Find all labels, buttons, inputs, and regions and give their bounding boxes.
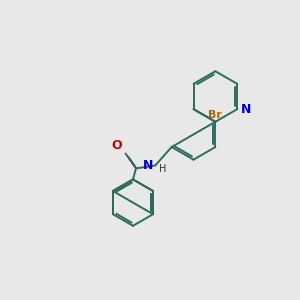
Text: O: O xyxy=(111,139,122,152)
Text: N: N xyxy=(142,159,153,172)
Text: H: H xyxy=(159,164,166,174)
Text: Br: Br xyxy=(208,110,222,120)
Text: N: N xyxy=(241,103,251,116)
